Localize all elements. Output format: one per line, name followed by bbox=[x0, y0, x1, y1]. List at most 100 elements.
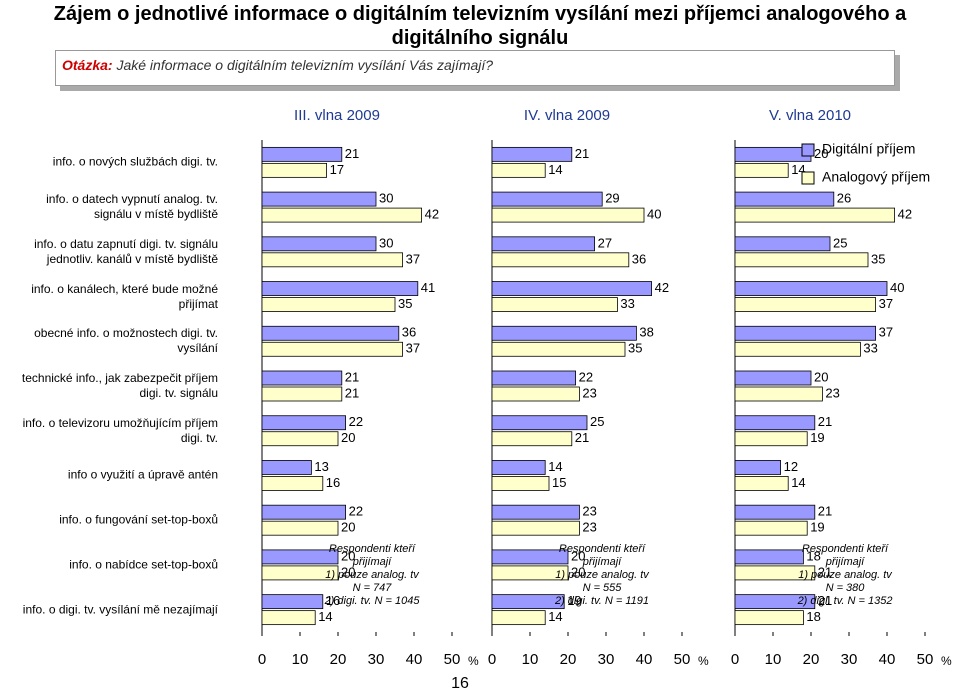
bar bbox=[491, 370, 576, 386]
value-label: 26 bbox=[837, 191, 851, 206]
value-label: 19 bbox=[567, 593, 581, 608]
bar bbox=[261, 325, 400, 341]
value-label: 15 bbox=[552, 475, 566, 490]
value-label: 16 bbox=[326, 593, 340, 608]
note-line: Respondenti kteří bbox=[801, 542, 889, 555]
bar bbox=[734, 325, 877, 341]
question: Jaké informace o digitálním televizním v… bbox=[116, 57, 494, 73]
value-label: 42 bbox=[655, 280, 669, 295]
note-line: N = 555 bbox=[582, 581, 622, 594]
bar bbox=[491, 431, 573, 447]
value-label: 29 bbox=[605, 191, 619, 206]
bar bbox=[261, 146, 343, 162]
value-label: 20 bbox=[341, 564, 355, 579]
value-label: 14 bbox=[791, 475, 805, 490]
value-label: 40 bbox=[647, 207, 661, 222]
bar bbox=[734, 460, 781, 475]
bar bbox=[491, 281, 653, 296]
bar bbox=[491, 146, 573, 162]
bar bbox=[491, 386, 580, 402]
bar bbox=[734, 415, 816, 431]
bar bbox=[734, 207, 896, 223]
value-label: 13 bbox=[314, 459, 328, 474]
bar bbox=[261, 207, 423, 223]
bar bbox=[491, 594, 565, 610]
value-label: 17 bbox=[330, 162, 344, 177]
question-box: Otázka: Jaké informace o digitálním tele… bbox=[55, 50, 895, 86]
panel-title: III. vlna 2009 bbox=[294, 107, 380, 124]
value-label: 23 bbox=[825, 385, 839, 400]
value-label: 20 bbox=[814, 369, 828, 384]
legend-label: Analogový příjem bbox=[822, 169, 930, 185]
value-label: 23 bbox=[582, 520, 596, 535]
bar bbox=[261, 341, 404, 357]
value-label: 30 bbox=[379, 235, 393, 250]
category-label: info. o kanálech, které bude možné přijí… bbox=[31, 281, 218, 311]
value-label: 22 bbox=[349, 504, 363, 519]
bar bbox=[734, 252, 869, 268]
value-label: 14 bbox=[318, 609, 332, 624]
bar bbox=[734, 281, 888, 296]
x-tick-label: 20 bbox=[560, 651, 577, 668]
bar bbox=[261, 549, 339, 565]
bar bbox=[261, 236, 377, 252]
value-label: 40 bbox=[890, 280, 904, 295]
value-label: 35 bbox=[871, 251, 885, 266]
chart-title: Zájem o jednotlivé informace o digitální… bbox=[53, 3, 907, 49]
x-tick-label: 20 bbox=[330, 651, 347, 668]
question-label: Otázka: bbox=[62, 57, 113, 73]
x-tick-label: 20 bbox=[803, 651, 820, 668]
value-label: 14 bbox=[548, 162, 562, 177]
bar bbox=[491, 162, 546, 178]
bar bbox=[734, 146, 812, 162]
bar bbox=[734, 549, 804, 565]
value-label: 12 bbox=[784, 459, 798, 474]
bar bbox=[734, 504, 816, 520]
x-unit: % bbox=[468, 654, 479, 668]
bar bbox=[734, 162, 789, 178]
bar bbox=[491, 504, 580, 520]
category-label: technické info., jak zabezpečit příjem d… bbox=[21, 371, 218, 400]
bar bbox=[491, 460, 546, 475]
legend-swatch bbox=[801, 171, 815, 185]
value-label: 22 bbox=[579, 369, 593, 384]
category-label: obecné info. o možnostech digi. tv. vysí… bbox=[34, 326, 218, 356]
bar bbox=[491, 191, 603, 207]
page-number: 16 bbox=[451, 675, 469, 692]
x-tick-label: 30 bbox=[598, 651, 615, 668]
bar bbox=[261, 610, 316, 626]
value-label: 20 bbox=[341, 548, 355, 563]
bar bbox=[734, 565, 816, 581]
value-label: 21 bbox=[345, 146, 359, 161]
bar bbox=[261, 415, 346, 431]
note-line: 2) digi. tv. N = 1045 bbox=[324, 594, 420, 607]
x-unit: % bbox=[941, 654, 952, 668]
value-label: 41 bbox=[421, 280, 435, 295]
note-line: přijímají bbox=[582, 555, 622, 568]
value-label: 35 bbox=[398, 296, 412, 311]
bar bbox=[491, 415, 588, 431]
bar bbox=[261, 162, 327, 178]
note-line: N = 747 bbox=[352, 581, 392, 594]
category-label: info o využití a úpravě antén bbox=[67, 467, 218, 482]
value-label: 42 bbox=[425, 207, 439, 222]
x-tick-label: 0 bbox=[731, 651, 739, 668]
x-tick-label: 40 bbox=[879, 651, 896, 668]
bar bbox=[491, 549, 569, 565]
value-label: 22 bbox=[349, 414, 363, 429]
panel-title: IV. vlna 2009 bbox=[524, 107, 610, 124]
respondent-note: Respondenti kteří přijímají 1) pouze analo… bbox=[785, 543, 905, 608]
note-line: přijímají bbox=[825, 555, 865, 568]
bar bbox=[261, 565, 339, 581]
x-tick-label: 50 bbox=[444, 651, 461, 668]
bar bbox=[261, 476, 324, 491]
bar bbox=[491, 341, 626, 357]
value-label: 37 bbox=[879, 296, 893, 311]
category-label: info. o digi. tv. vysílání mě nezajímají bbox=[22, 602, 218, 617]
value-label: 21 bbox=[818, 414, 832, 429]
note-line: 1) pouze analog. tv bbox=[555, 568, 649, 581]
value-label: 16 bbox=[326, 475, 340, 490]
bar bbox=[491, 610, 546, 626]
value-label: 21 bbox=[345, 369, 359, 384]
